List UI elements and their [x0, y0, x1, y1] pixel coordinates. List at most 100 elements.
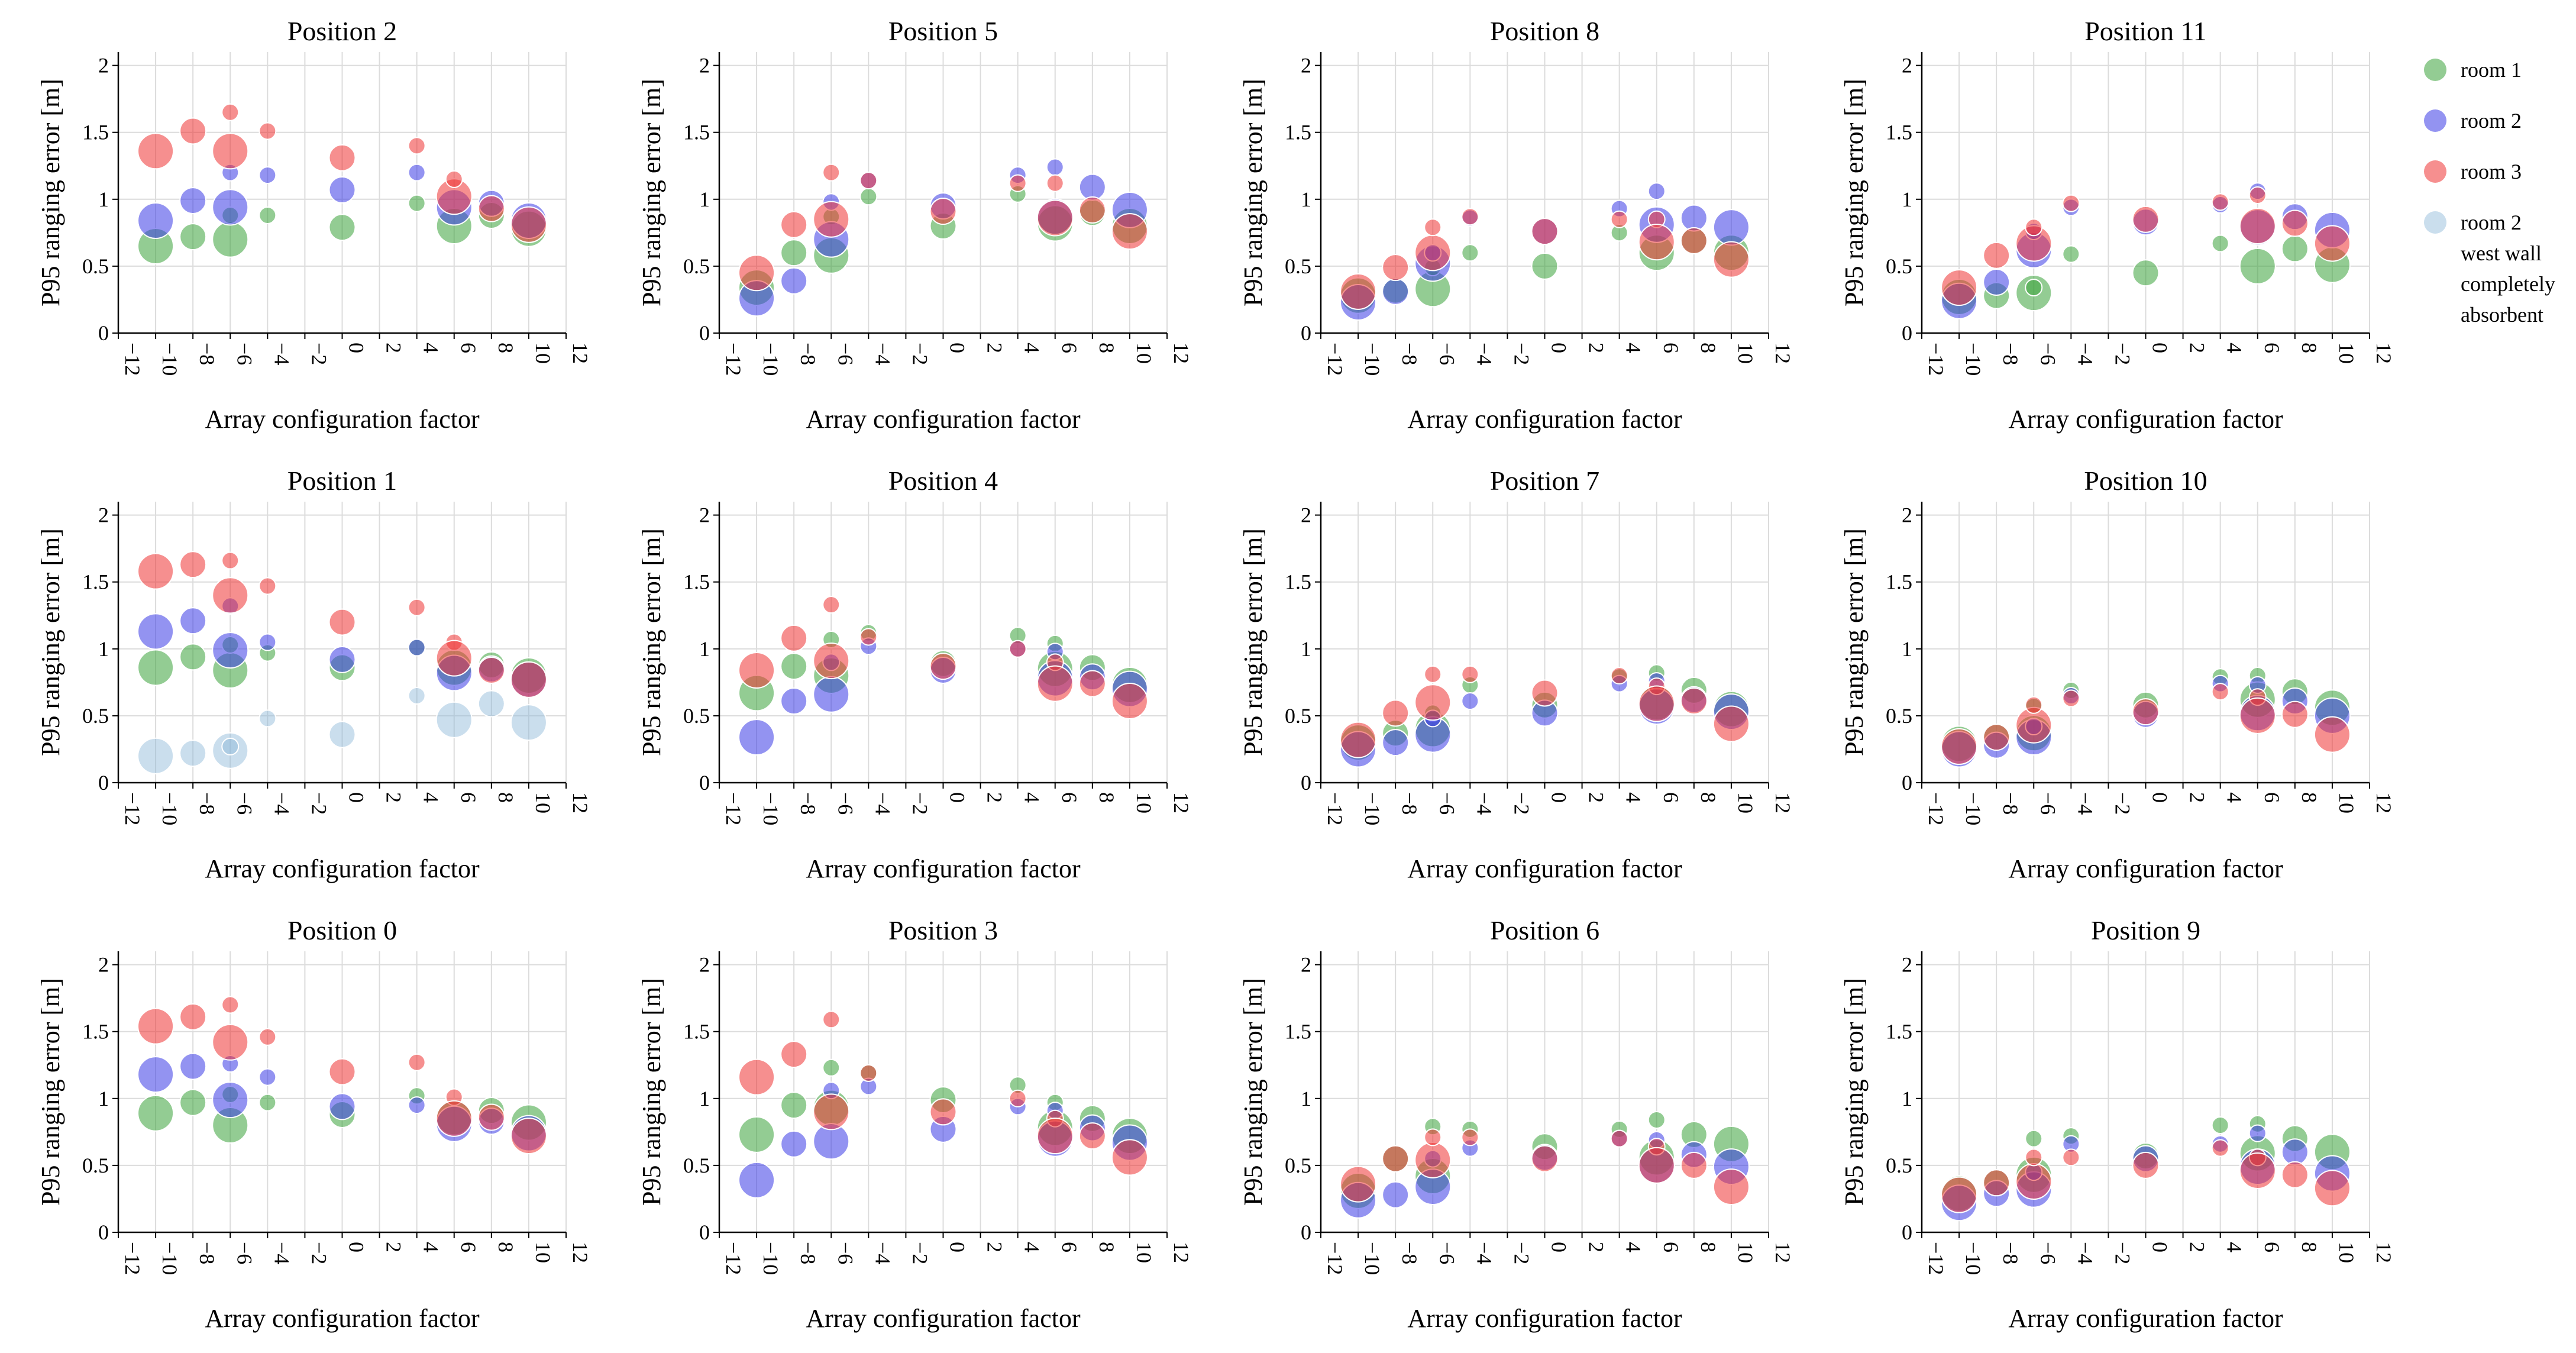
subplot-title: Position 5 — [888, 16, 998, 46]
x-tick-label: 2 — [1585, 792, 1608, 803]
y-tick-label: 0.5 — [82, 1154, 109, 1177]
data-point — [1414, 234, 1452, 272]
y-axis-label: P95 ranging error [m] — [36, 978, 65, 1206]
data-point — [2062, 1148, 2080, 1167]
x-tick-label: −12 — [722, 1242, 745, 1275]
data-point — [780, 239, 808, 267]
data-point — [212, 133, 249, 170]
data-point — [1712, 1168, 1750, 1206]
data-point — [477, 195, 505, 222]
data-point — [1078, 196, 1106, 224]
data-point — [212, 221, 249, 258]
x-tick-label: 0 — [345, 792, 369, 803]
y-tick-label: 2 — [1902, 503, 1912, 527]
y-tick-label: 0 — [699, 321, 710, 345]
data-point — [2281, 1161, 2309, 1189]
data-point — [179, 1003, 207, 1031]
x-tick-label: 12 — [1771, 792, 1795, 813]
data-point — [221, 103, 240, 121]
x-tick-label: −10 — [759, 792, 783, 825]
data-point — [1531, 1145, 1559, 1173]
x-tick-label: 10 — [531, 792, 555, 813]
data-point — [1461, 208, 1479, 226]
data-point — [2239, 247, 2276, 285]
data-point — [2211, 234, 2229, 253]
x-tick-label: 0 — [2148, 792, 2172, 803]
y-tick-label: 0.5 — [683, 1154, 710, 1177]
data-point — [2025, 279, 2043, 297]
subplot-6: 0 0.5 1 1.5 2 −12 −10 −8 −6 −4 −2 0 2 4 6 8 10 12 Position… — [1239, 466, 1795, 883]
data-point — [1414, 684, 1452, 721]
data-point — [2239, 697, 2276, 734]
data-point — [2025, 218, 2043, 237]
data-point — [179, 643, 207, 671]
x-axis-label: Array configuration factor — [806, 854, 1081, 883]
x-tick-label: 10 — [1132, 792, 1156, 813]
x-tick-label: 12 — [2372, 792, 2396, 813]
x-tick-label: 6 — [457, 343, 480, 353]
y-tick-label: 1.5 — [82, 570, 109, 594]
legend-label: room 2 — [2461, 211, 2522, 234]
data-point — [1461, 665, 1479, 683]
y-tick-label: 2 — [98, 54, 109, 78]
data-point — [212, 1081, 249, 1119]
x-tick-label: 4 — [419, 792, 443, 803]
subplot-7: 0 0.5 1 1.5 2 −12 −10 −8 −6 −4 −2 0 2 4 6 8 10 12 Position… — [1840, 466, 2396, 883]
series-room-3 — [137, 996, 547, 1155]
x-tick-label: 8 — [1095, 1242, 1119, 1252]
x-tick-label: −4 — [2073, 792, 2097, 815]
x-tick-label: 6 — [457, 792, 480, 803]
y-tick-label: 1 — [699, 1087, 710, 1110]
x-tick-label: 4 — [1622, 792, 1646, 803]
x-tick-label: 0 — [1547, 792, 1571, 803]
x-tick-label: 6 — [2260, 343, 2284, 353]
legend-label: room 2 — [2461, 109, 2522, 133]
x-tick-label: 6 — [1058, 792, 1081, 803]
data-point — [929, 198, 957, 225]
y-tick-label: 2 — [699, 503, 710, 527]
x-tick-label: −2 — [1510, 792, 1533, 815]
x-tick-label: 8 — [1095, 343, 1119, 353]
data-point — [1983, 724, 2011, 751]
x-axis-label: Array configuration factor — [205, 405, 480, 434]
y-tick-label: 0 — [699, 771, 710, 795]
x-tick-label: 0 — [946, 343, 969, 353]
y-tick-label: 0 — [1301, 1220, 1311, 1244]
x-tick-label: 4 — [2223, 343, 2247, 353]
data-point — [859, 1064, 878, 1082]
x-axis-label: Array configuration factor — [2008, 1304, 2283, 1333]
data-point — [1680, 204, 1708, 232]
data-point — [328, 144, 356, 172]
data-point — [477, 657, 505, 684]
data-point — [137, 649, 174, 686]
x-tick-label: 6 — [2260, 792, 2284, 803]
data-point — [435, 1100, 473, 1137]
x-axis-label: Array configuration factor — [1407, 854, 1682, 883]
data-point — [2313, 1170, 2351, 1207]
data-point — [2281, 700, 2309, 728]
y-axis-label: P95 ranging error [m] — [1239, 978, 1268, 1206]
x-tick-label: 8 — [2297, 1242, 2321, 1252]
data-point — [328, 1058, 356, 1086]
y-tick-label: 1.5 — [82, 121, 109, 144]
data-point — [137, 1094, 174, 1132]
x-tick-label: −12 — [121, 792, 144, 825]
y-tick-label: 2 — [98, 953, 109, 977]
x-tick-label: 6 — [2260, 1242, 2284, 1252]
x-tick-label: −12 — [1323, 343, 1347, 376]
data-point — [1941, 1176, 1978, 1213]
data-point — [1078, 670, 1106, 698]
x-tick-label: −6 — [1435, 1242, 1459, 1264]
x-tick-label: −10 — [1961, 1242, 1985, 1275]
x-tick-label: 8 — [1696, 343, 1720, 353]
x-tick-label: 12 — [1169, 1242, 1193, 1263]
data-point — [179, 1052, 207, 1080]
x-tick-label: 4 — [1020, 792, 1044, 803]
x-tick-label: 10 — [531, 343, 555, 364]
data-point — [2062, 689, 2080, 708]
y-axis-label: P95 ranging error [m] — [36, 528, 65, 756]
data-point — [258, 206, 277, 224]
data-point — [1638, 685, 1675, 722]
x-tick-label: −8 — [796, 792, 820, 815]
x-tick-label: −2 — [2110, 1242, 2134, 1264]
